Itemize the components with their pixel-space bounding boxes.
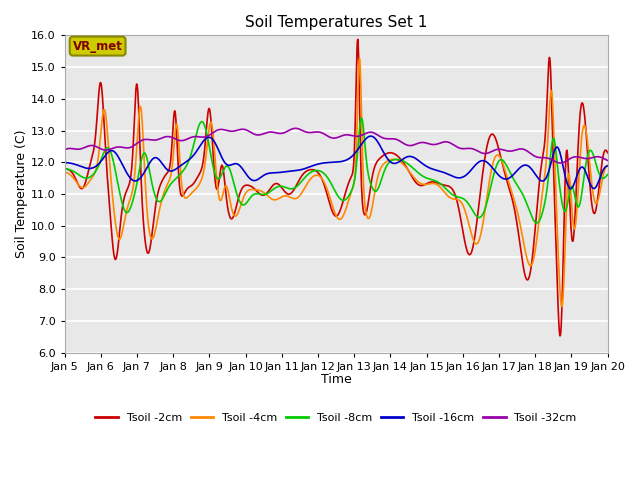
Tsoil -2cm	[556, 333, 564, 339]
Tsoil -2cm	[168, 139, 176, 145]
Tsoil -16cm	[367, 133, 374, 139]
Tsoil -8cm	[604, 172, 611, 178]
Tsoil -8cm	[61, 166, 68, 172]
Title: Soil Temperatures Set 1: Soil Temperatures Set 1	[245, 15, 428, 30]
Tsoil -2cm	[354, 36, 362, 42]
Line: Tsoil -16cm: Tsoil -16cm	[65, 136, 607, 189]
Legend: Tsoil -2cm, Tsoil -4cm, Tsoil -8cm, Tsoil -16cm, Tsoil -32cm: Tsoil -2cm, Tsoil -4cm, Tsoil -8cm, Tsoi…	[91, 409, 581, 428]
Tsoil -2cm	[61, 166, 68, 172]
Tsoil -16cm	[420, 162, 428, 168]
Tsoil -32cm	[61, 147, 68, 153]
Tsoil -4cm	[61, 169, 68, 175]
Tsoil -32cm	[168, 135, 176, 141]
Tsoil -2cm	[420, 182, 428, 188]
Tsoil -4cm	[182, 195, 189, 201]
Tsoil -8cm	[358, 115, 365, 121]
Tsoil -32cm	[242, 127, 250, 133]
Tsoil -8cm	[242, 201, 250, 206]
Tsoil -32cm	[492, 147, 499, 153]
Tsoil -4cm	[168, 164, 176, 170]
Tsoil -8cm	[532, 220, 540, 226]
Tsoil -2cm	[242, 182, 250, 188]
Tsoil -16cm	[242, 171, 250, 177]
Tsoil -8cm	[168, 180, 176, 185]
Tsoil -32cm	[420, 140, 428, 145]
Tsoil -4cm	[242, 190, 250, 195]
Tsoil -2cm	[182, 189, 189, 194]
Tsoil -32cm	[292, 125, 300, 131]
Tsoil -4cm	[356, 56, 364, 61]
Tsoil -4cm	[604, 163, 611, 168]
Tsoil -4cm	[540, 182, 547, 188]
Tsoil -2cm	[492, 135, 499, 141]
Y-axis label: Soil Temperature (C): Soil Temperature (C)	[15, 130, 28, 258]
Tsoil -16cm	[567, 186, 575, 192]
Tsoil -32cm	[540, 155, 547, 160]
Tsoil -8cm	[182, 165, 189, 170]
Tsoil -2cm	[604, 150, 611, 156]
Tsoil -4cm	[420, 181, 428, 187]
Tsoil -4cm	[558, 304, 566, 310]
Line: Tsoil -2cm: Tsoil -2cm	[65, 39, 607, 336]
Tsoil -8cm	[420, 174, 428, 180]
Tsoil -32cm	[604, 157, 611, 163]
Tsoil -32cm	[557, 160, 564, 166]
Tsoil -16cm	[61, 160, 68, 166]
Tsoil -4cm	[492, 154, 499, 159]
Tsoil -16cm	[540, 178, 547, 184]
Tsoil -32cm	[182, 137, 189, 143]
X-axis label: Time: Time	[321, 373, 351, 386]
Tsoil -16cm	[492, 169, 499, 175]
Tsoil -16cm	[604, 163, 611, 169]
Tsoil -8cm	[492, 166, 499, 171]
Tsoil -2cm	[540, 150, 547, 156]
Line: Tsoil -8cm: Tsoil -8cm	[65, 118, 607, 223]
Tsoil -8cm	[540, 204, 548, 210]
Tsoil -16cm	[168, 168, 176, 174]
Line: Tsoil -4cm: Tsoil -4cm	[65, 59, 607, 307]
Text: VR_met: VR_met	[73, 40, 123, 53]
Line: Tsoil -32cm: Tsoil -32cm	[65, 128, 607, 163]
Tsoil -16cm	[182, 159, 189, 165]
